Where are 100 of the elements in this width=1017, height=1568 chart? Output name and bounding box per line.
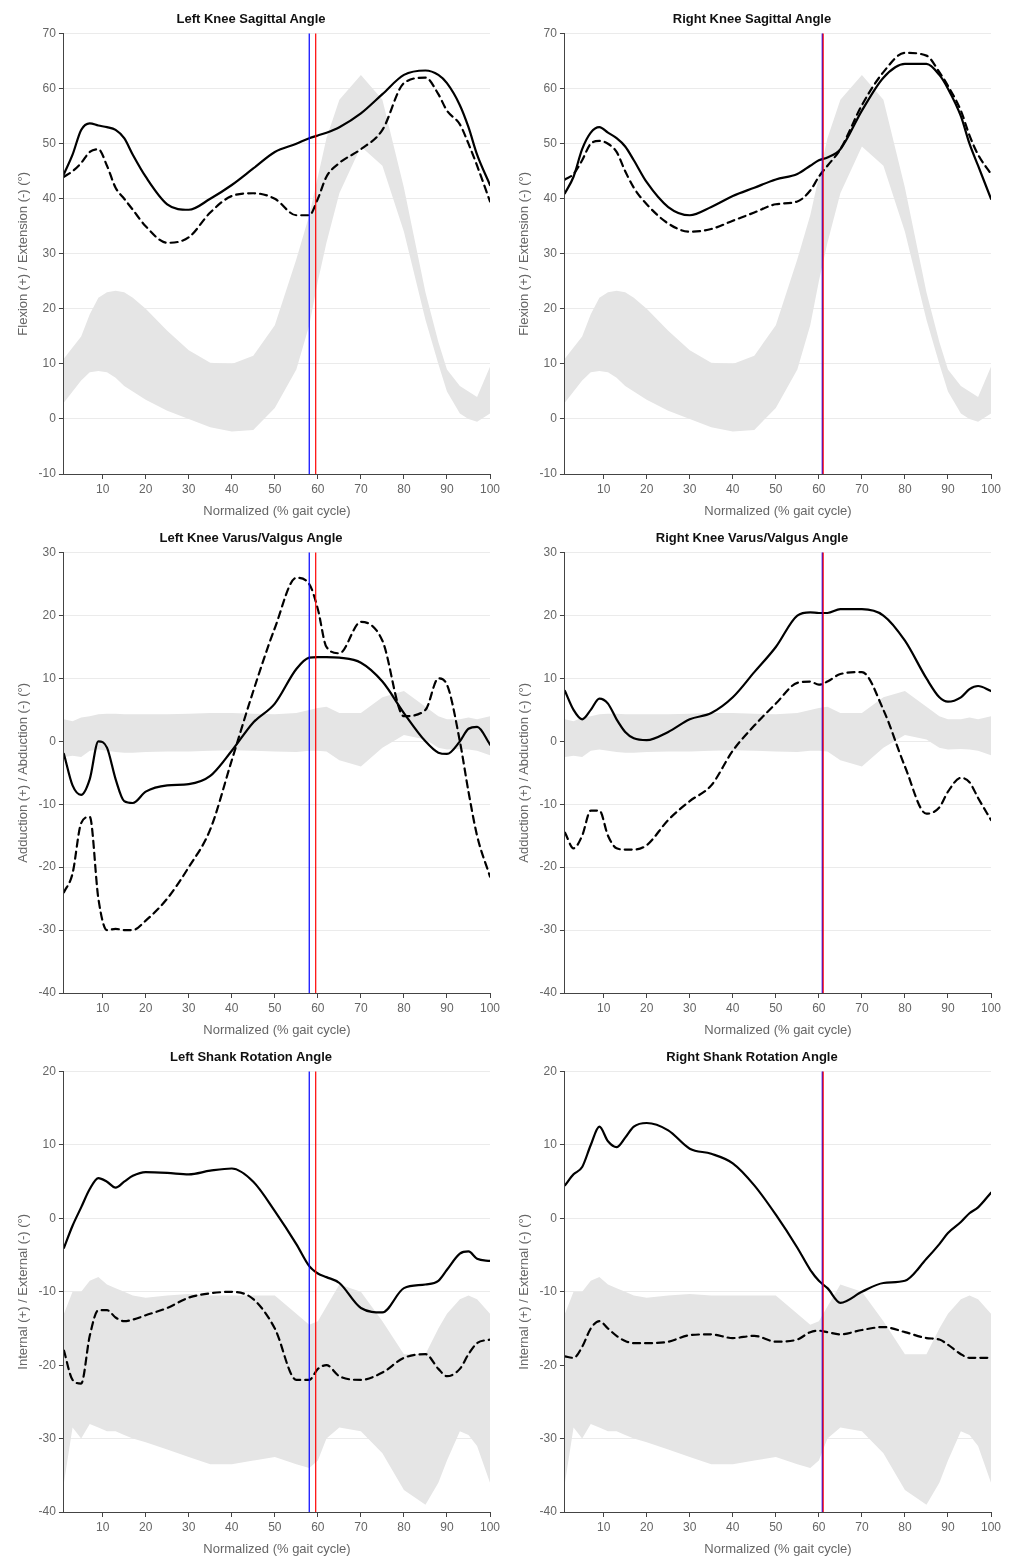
y-axis-title: Internal (+) / External (-) (°): [15, 1213, 31, 1370]
x-tick-label: 60: [812, 1519, 826, 1534]
y-tick-label: 30: [543, 246, 558, 261]
x-tick-label: 50: [268, 1519, 282, 1534]
x-tick-label: 70: [855, 1000, 869, 1015]
x-axis-title: Normalized (% gait cycle): [704, 502, 852, 518]
y-tick-label: 70: [543, 25, 558, 40]
x-tick-label: 50: [769, 1519, 783, 1534]
x-tick-label: 20: [139, 1000, 153, 1015]
y-tick-label: 10: [42, 356, 57, 371]
x-tick-label: 100: [980, 1000, 1002, 1015]
x-tick-label: 10: [597, 481, 611, 496]
y-tick-label: 0: [49, 411, 57, 426]
y-tick-label: 50: [543, 136, 558, 151]
y-tick-label: 0: [550, 411, 558, 426]
x-tick-label: 30: [683, 1519, 697, 1534]
y-tick-label: 20: [543, 1063, 558, 1078]
x-tick-label: 10: [96, 481, 110, 496]
y-tick-label: 60: [543, 80, 558, 95]
x-tick-label: 100: [479, 1000, 501, 1015]
y-tick-label: -30: [539, 1430, 558, 1445]
x-tick-label: 70: [855, 481, 869, 496]
x-axis-title: Normalized (% gait cycle): [203, 1540, 351, 1556]
x-tick-label: 40: [225, 481, 239, 496]
x-tick-label: 90: [440, 481, 454, 496]
x-tick-label: 100: [980, 1519, 1002, 1534]
y-tick-label: 50: [42, 136, 57, 151]
y-tick-label: -30: [38, 922, 57, 937]
chart-title: Left Shank Rotation Angle: [169, 1049, 333, 1065]
x-tick-label: 40: [225, 1519, 239, 1534]
y-tick-label: -10: [539, 466, 558, 481]
x-tick-label: 90: [941, 481, 955, 496]
x-tick-label: 60: [311, 1519, 325, 1534]
x-axis-title: Normalized (% gait cycle): [203, 1021, 351, 1037]
y-axis-title: Flexion (+) / Extension (-) (°): [516, 171, 532, 336]
x-tick-label: 80: [397, 1000, 411, 1015]
x-tick-label: 100: [479, 1519, 501, 1534]
x-tick-label: 10: [96, 1000, 110, 1015]
y-tick-label: -30: [539, 922, 558, 937]
y-axis-title: Internal (+) / External (-) (°): [516, 1213, 532, 1370]
x-tick-label: 40: [726, 1000, 740, 1015]
x-tick-label: 60: [311, 481, 325, 496]
x-tick-label: 30: [182, 1000, 196, 1015]
x-tick-label: 90: [440, 1519, 454, 1534]
y-tick-label: 20: [543, 301, 558, 316]
x-tick-label: 10: [597, 1000, 611, 1015]
y-tick-label: 30: [42, 246, 57, 261]
y-axis-title: Adduction (+) / Abduction (-) (°): [15, 682, 31, 863]
x-tick-label: 70: [354, 1000, 368, 1015]
y-tick-label: -20: [539, 1357, 558, 1372]
y-tick-label: 0: [550, 733, 558, 748]
x-tick-label: 80: [397, 481, 411, 496]
y-tick-label: 0: [550, 1210, 558, 1225]
x-tick-label: 70: [855, 1519, 869, 1534]
x-tick-label: 30: [683, 1000, 697, 1015]
y-tick-label: -30: [38, 1430, 57, 1445]
x-tick-label: 70: [354, 1519, 368, 1534]
y-tick-label: -10: [539, 796, 558, 811]
x-tick-label: 40: [726, 1519, 740, 1534]
y-tick-label: 20: [42, 301, 57, 316]
y-tick-label: 10: [543, 670, 558, 685]
x-tick-label: 100: [479, 481, 501, 496]
x-tick-label: 90: [941, 1519, 955, 1534]
y-tick-label: 10: [543, 356, 558, 371]
y-tick-label: -10: [38, 466, 57, 481]
y-tick-label: 70: [42, 25, 57, 40]
y-tick-label: 30: [42, 544, 57, 559]
x-tick-label: 30: [182, 1519, 196, 1534]
x-tick-label: 70: [354, 481, 368, 496]
x-tick-label: 60: [812, 1000, 826, 1015]
x-tick-label: 20: [640, 481, 654, 496]
y-tick-label: -40: [539, 1504, 558, 1519]
y-tick-label: -40: [539, 985, 558, 1000]
x-tick-label: 50: [769, 481, 783, 496]
x-tick-label: 20: [139, 1519, 153, 1534]
y-tick-label: 60: [42, 80, 57, 95]
chart-title: Left Knee Varus/Valgus Angle: [159, 530, 343, 546]
x-tick-label: 80: [898, 481, 912, 496]
y-tick-label: 40: [42, 191, 57, 206]
y-tick-label: 30: [543, 544, 558, 559]
y-tick-label: 20: [543, 607, 558, 622]
y-tick-label: -10: [38, 796, 57, 811]
x-tick-label: 50: [268, 481, 282, 496]
x-tick-label: 40: [726, 481, 740, 496]
y-tick-label: 10: [42, 670, 57, 685]
y-tick-label: 0: [49, 1210, 57, 1225]
x-tick-label: 90: [941, 1000, 955, 1015]
y-tick-label: -10: [539, 1284, 558, 1299]
x-axis-title: Normalized (% gait cycle): [203, 502, 351, 518]
y-tick-label: -10: [38, 1284, 57, 1299]
y-tick-label: -20: [539, 859, 558, 874]
y-tick-label: -20: [38, 1357, 57, 1372]
chart-title: Left Knee Sagittal Angle: [176, 11, 326, 27]
x-tick-label: 100: [980, 481, 1002, 496]
y-tick-label: -40: [38, 1504, 57, 1519]
y-tick-label: 40: [543, 191, 558, 206]
y-tick-label: 10: [42, 1137, 57, 1152]
y-tick-label: 10: [543, 1137, 558, 1152]
x-tick-label: 40: [225, 1000, 239, 1015]
y-tick-label: -40: [38, 985, 57, 1000]
